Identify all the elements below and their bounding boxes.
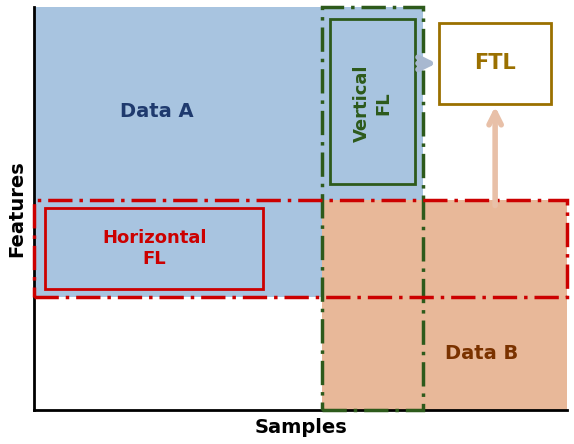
Y-axis label: Features: Features: [7, 160, 26, 257]
Bar: [322, 200, 423, 297]
Bar: [439, 23, 551, 103]
Text: Data B: Data B: [445, 344, 518, 363]
Bar: [34, 7, 423, 200]
X-axis label: Samples: Samples: [254, 418, 347, 437]
Bar: [45, 208, 263, 289]
Bar: [322, 200, 567, 410]
Bar: [34, 200, 567, 297]
Text: Horizontal
FL: Horizontal FL: [102, 229, 207, 268]
Text: Vertical
FL: Vertical FL: [353, 65, 392, 143]
Text: FTL: FTL: [474, 53, 516, 73]
Bar: [330, 19, 415, 184]
Text: Data A: Data A: [120, 102, 193, 121]
Bar: [322, 7, 423, 410]
Bar: [34, 200, 322, 297]
